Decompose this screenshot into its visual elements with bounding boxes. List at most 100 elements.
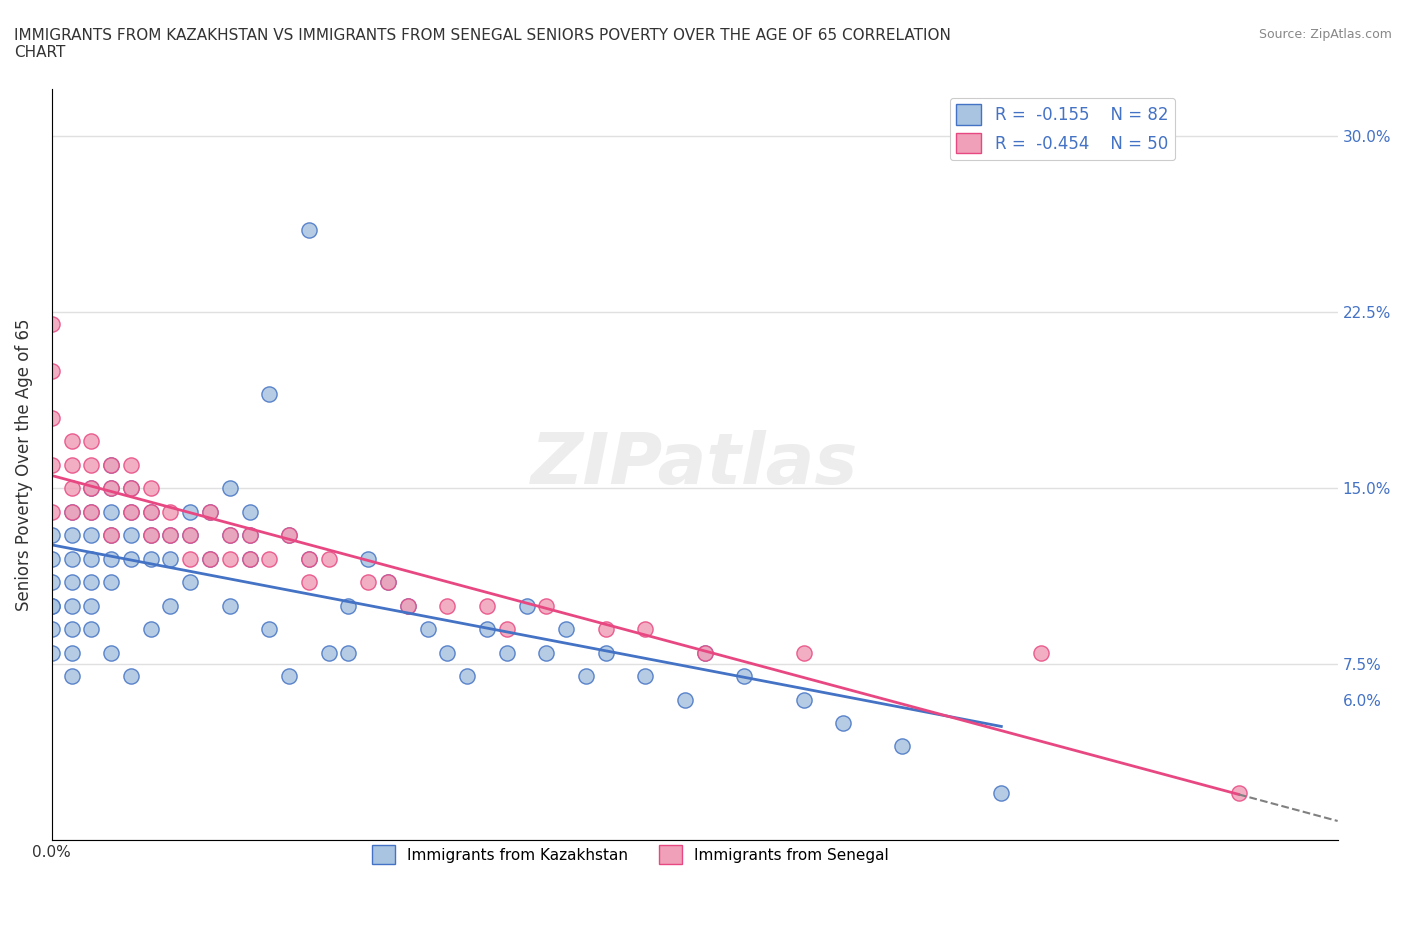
Point [239,551,262,566]
Point [198,551,221,566]
Point [41,458,63,472]
Point [377,575,399,590]
Point [139,528,162,543]
Point [673,692,696,707]
Point [159,528,181,543]
Point [100,528,122,543]
Text: ZIPatlas: ZIPatlas [531,431,859,499]
Point [198,504,221,519]
Point [60,575,83,590]
Point [60,551,83,566]
Point [41,621,63,636]
Point [41,316,63,331]
Point [80,621,103,636]
Point [357,575,380,590]
Point [41,551,63,566]
Point [536,598,558,613]
Point [337,598,360,613]
Point [239,528,262,543]
Point [80,504,103,519]
Text: IMMIGRANTS FROM KAZAKHSTAN VS IMMIGRANTS FROM SENEGAL SENIORS POVERTY OVER THE A: IMMIGRANTS FROM KAZAKHSTAN VS IMMIGRANTS… [14,28,950,60]
Point [60,504,83,519]
Point [100,528,122,543]
Point [159,551,181,566]
Point [41,410,63,425]
Point [60,458,83,472]
Point [100,481,122,496]
Point [396,598,419,613]
Point [239,551,262,566]
Point [595,645,617,660]
Point [218,528,240,543]
Point [990,786,1012,801]
Point [41,364,63,379]
Point [139,621,162,636]
Point [555,621,578,636]
Point [41,598,63,613]
Point [60,434,83,449]
Legend: Immigrants from Kazakhstan, Immigrants from Senegal: Immigrants from Kazakhstan, Immigrants f… [366,840,894,870]
Point [495,621,517,636]
Point [60,481,83,496]
Point [318,645,340,660]
Point [198,504,221,519]
Point [179,504,201,519]
Point [100,458,122,472]
Point [595,621,617,636]
Point [495,645,517,660]
Point [80,481,103,496]
Point [259,621,281,636]
Point [100,551,122,566]
Point [436,645,458,660]
Point [60,645,83,660]
Point [100,645,122,660]
Point [80,551,103,566]
Point [120,504,142,519]
Point [475,621,498,636]
Point [278,528,301,543]
Point [456,669,478,684]
Point [575,669,598,684]
Point [733,669,755,684]
Point [259,387,281,402]
Point [1227,786,1250,801]
Point [120,669,142,684]
Point [259,551,281,566]
Point [239,504,262,519]
Point [298,575,321,590]
Point [60,621,83,636]
Point [80,504,103,519]
Point [100,458,122,472]
Point [218,528,240,543]
Point [298,551,321,566]
Point [832,715,855,730]
Point [891,739,914,754]
Point [60,598,83,613]
Point [159,528,181,543]
Point [41,575,63,590]
Point [792,645,814,660]
Point [80,458,103,472]
Point [218,551,240,566]
Point [120,528,142,543]
Point [1029,645,1052,660]
Point [139,551,162,566]
Point [139,504,162,519]
Point [139,528,162,543]
Point [41,528,63,543]
Point [139,504,162,519]
Point [436,598,458,613]
Point [377,575,399,590]
Point [634,621,657,636]
Point [475,598,498,613]
Y-axis label: Seniors Poverty Over the Age of 65: Seniors Poverty Over the Age of 65 [15,319,32,611]
Point [515,598,537,613]
Point [298,551,321,566]
Point [159,598,181,613]
Point [536,645,558,660]
Point [41,598,63,613]
Point [357,551,380,566]
Point [120,504,142,519]
Point [239,528,262,543]
Point [693,645,716,660]
